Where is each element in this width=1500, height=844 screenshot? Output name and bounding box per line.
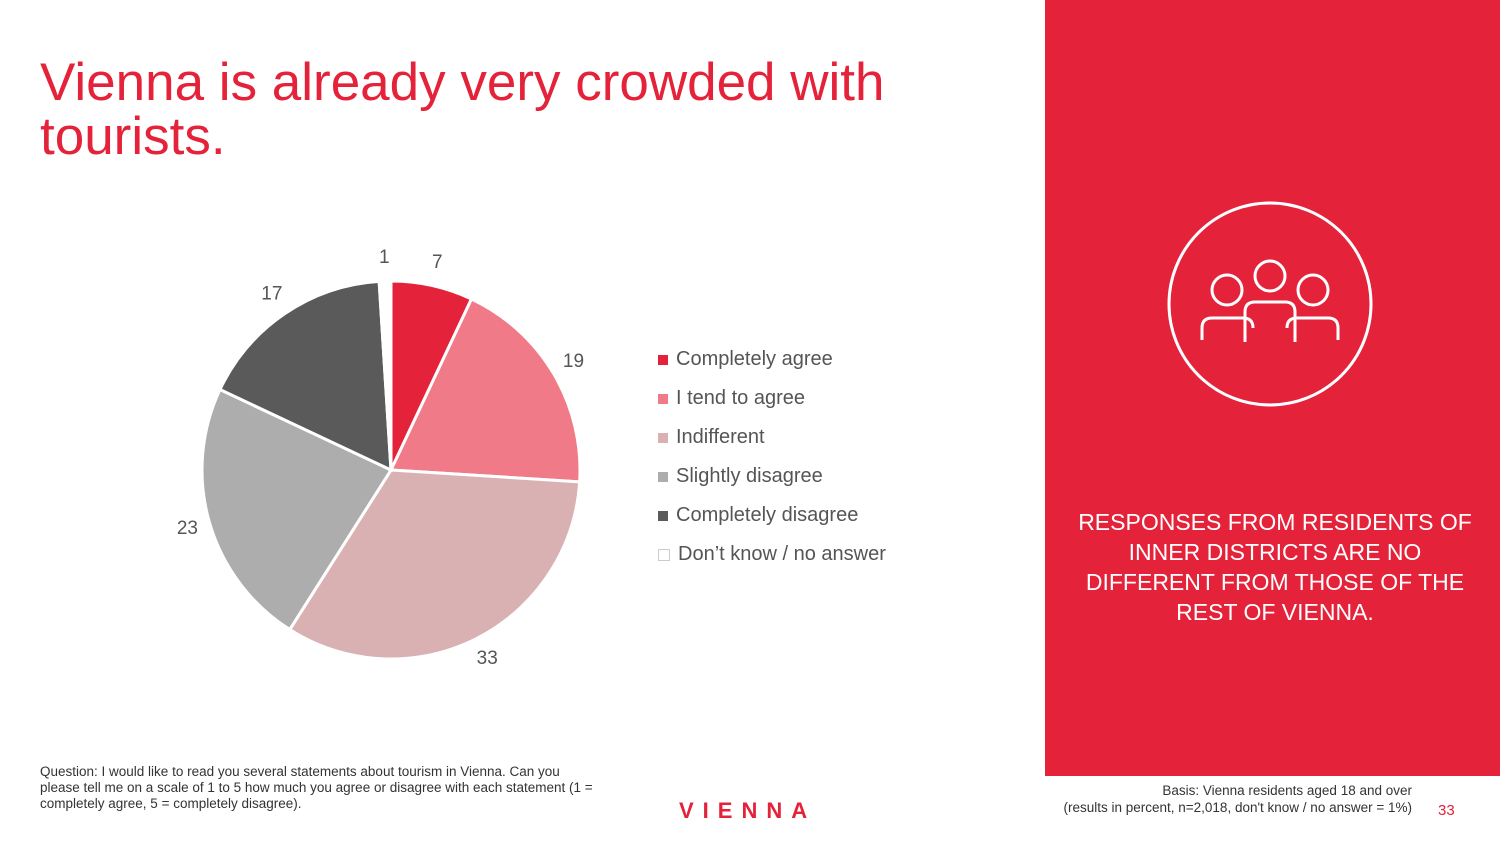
panel-statement: RESPONSES FROM RESIDENTS OF INNER DISTRI… (1078, 509, 1472, 625)
legend-swatch (658, 548, 670, 561)
pie-data-label-1: 19 (563, 351, 584, 372)
legend-swatch (658, 432, 668, 443)
pie-data-label-4: 17 (261, 284, 282, 305)
legend-swatch (658, 471, 668, 482)
legend-item-3: Slightly disagree (658, 457, 886, 496)
survey-question: Question: I would like to read you sever… (40, 764, 593, 811)
legend-item-2: Indifferent (658, 418, 886, 457)
pie-slice-4 (217, 279, 393, 473)
pie-data-label-0: 7 (432, 252, 443, 273)
pie-slice-1 (388, 296, 582, 484)
legend-label: Indifferent (676, 426, 765, 448)
page-number: 33 (1438, 802, 1455, 819)
vienna-logo: VIENNA (679, 798, 817, 823)
legend-label: Don’t know / no answer (678, 543, 886, 565)
pie-slice-3 (200, 387, 394, 632)
legend-label: Completely agree (676, 348, 833, 370)
basis-line-2: (results in percent, n=2,018, don't know… (1063, 800, 1412, 815)
pie-data-label-5: 1 (379, 247, 390, 268)
legend-swatch (658, 354, 668, 365)
legend-item-1: I tend to agree (658, 379, 886, 418)
people-group-icon (1165, 200, 1375, 415)
legend-swatch (658, 510, 668, 521)
legend-label: I tend to agree (676, 387, 805, 409)
legend-label: Slightly disagree (676, 465, 823, 487)
legend-label: Completely disagree (676, 504, 859, 526)
info-panel: RESPONSES FROM RESIDENTS OF INNER DISTRI… (1045, 0, 1500, 776)
legend-item-5: Don’t know / no answer (658, 535, 886, 574)
pie-chart: 7 19 33 23 17 1 (177, 247, 584, 669)
pie-slice-5 (377, 279, 393, 471)
basis-line-1: Basis: Vienna residents aged 18 and over (1162, 783, 1412, 798)
pie-data-label-2: 33 (477, 648, 498, 669)
legend-item-4: Completely disagree (658, 496, 886, 535)
page-title: Vienna is already very crowded with tour… (40, 53, 885, 166)
basis-note: Basis: Vienna residents aged 18 and over… (952, 782, 1412, 816)
legend-item-0: Completely agree (658, 340, 886, 379)
chart-legend: Completely agree I tend to agree Indiffere… (658, 340, 886, 574)
legend-swatch (658, 393, 668, 404)
pie-data-label-3: 23 (177, 518, 198, 539)
